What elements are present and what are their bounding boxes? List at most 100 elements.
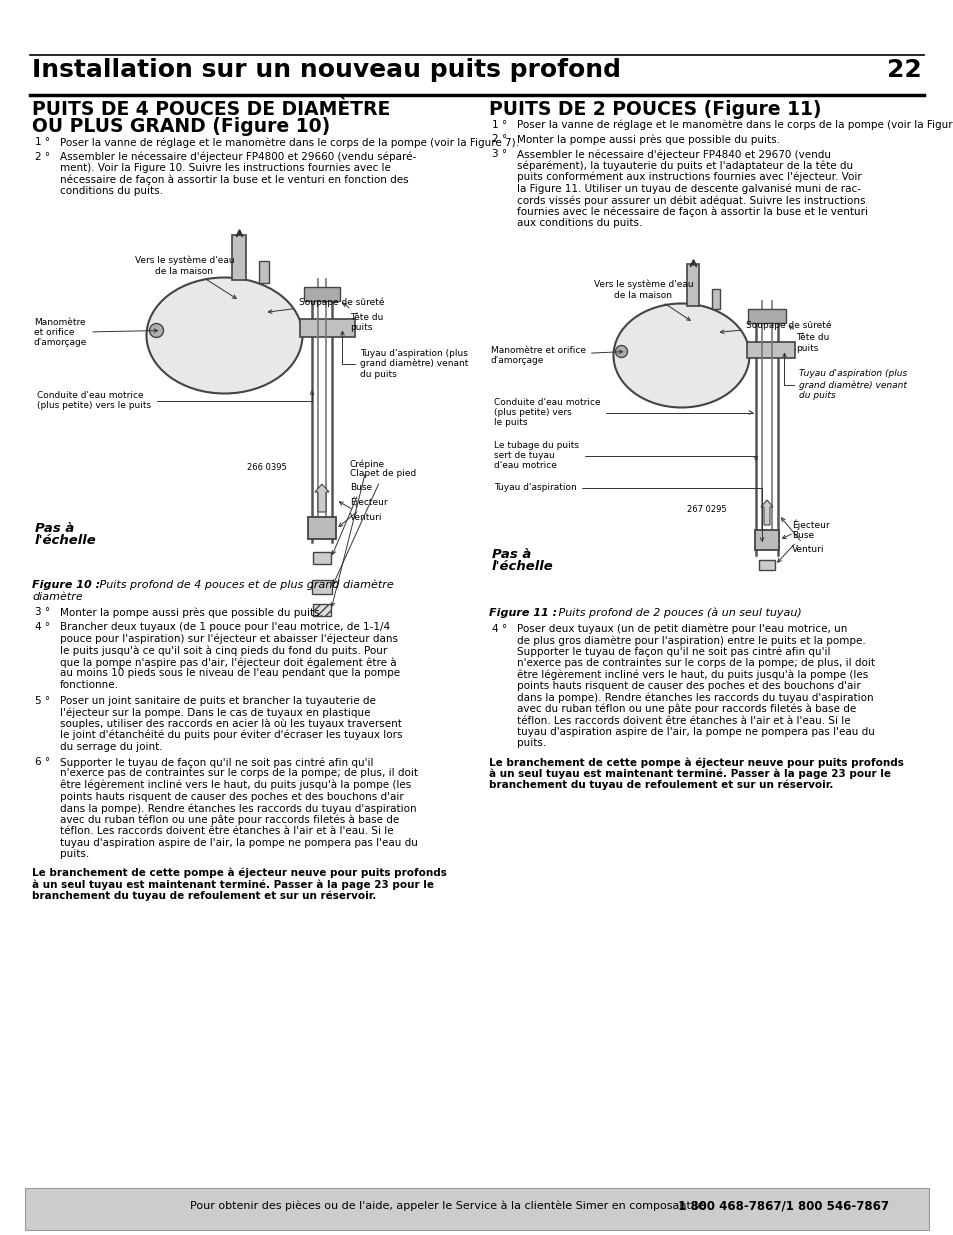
Text: Pas à: Pas à — [35, 522, 74, 535]
Text: Manomètre et orifice
d'amorçage: Manomètre et orifice d'amorçage — [491, 346, 622, 366]
Text: tuyau d'aspiration aspire de l'air, la pompe ne pompera pas l'eau du: tuyau d'aspiration aspire de l'air, la p… — [60, 837, 417, 847]
Text: Vers le système d'eau
de la maison: Vers le système d'eau de la maison — [593, 279, 693, 320]
Bar — [259, 261, 269, 283]
Text: puits.: puits. — [517, 739, 546, 748]
Text: Venturi: Venturi — [339, 501, 382, 521]
Text: Tuyau d'aspiration: Tuyau d'aspiration — [494, 483, 763, 541]
Text: 1 °: 1 ° — [35, 137, 51, 147]
Text: puits conformément aux instructions fournies avec l'éjecteur. Voir: puits conformément aux instructions four… — [517, 172, 861, 183]
Text: Poser la vanne de réglage et le manomètre dans le corps de la pompe (voir la Fig: Poser la vanne de réglage et le manomètr… — [60, 137, 518, 147]
Text: l'éjecteur sur la pompe. Dans le cas de tuyaux en plastique: l'éjecteur sur la pompe. Dans le cas de … — [60, 706, 370, 718]
Text: Conduite d'eau motrice
(plus petite) vers le puits: Conduite d'eau motrice (plus petite) ver… — [37, 390, 314, 410]
Text: 266 0395: 266 0395 — [247, 462, 287, 472]
Text: cords vissés pour assurer un débit adéquat. Suivre les instructions: cords vissés pour assurer un débit adéqu… — [517, 195, 864, 205]
FancyArrow shape — [314, 484, 329, 513]
Text: 267 0295: 267 0295 — [686, 505, 726, 515]
Bar — [312, 580, 332, 594]
Text: avec du ruban téflon ou une pâte pour raccords filetés à base de: avec du ruban téflon ou une pâte pour ra… — [517, 704, 856, 715]
Text: Manomètre
et orifice
d'amorçage: Manomètre et orifice d'amorçage — [34, 317, 157, 347]
Ellipse shape — [613, 304, 749, 408]
Text: Conduite d'eau motrice
(plus petite) vers
le puits: Conduite d'eau motrice (plus petite) ver… — [494, 398, 752, 427]
Text: Assembler le nécessaire d'éjecteur FP4840 et 29670 (vendu: Assembler le nécessaire d'éjecteur FP484… — [517, 149, 830, 159]
Text: dans la pompe). Rendre étanches les raccords du tuyau d'aspiration: dans la pompe). Rendre étanches les racc… — [60, 803, 416, 814]
Text: Tuyau d'aspiration (plus
grand diamètre) venant
du puits: Tuyau d'aspiration (plus grand diamètre)… — [340, 331, 468, 379]
Text: être légèrement incliné vers le haut, du puits jusqu'à la pompe (les: être légèrement incliné vers le haut, du… — [60, 781, 411, 790]
Text: Supporter le tuyau de façon qu'il ne soit pas cintré afin qu'il: Supporter le tuyau de façon qu'il ne soi… — [60, 757, 374, 767]
Text: 1 °: 1 ° — [492, 120, 507, 130]
Bar — [304, 287, 339, 300]
Text: 3 °: 3 ° — [35, 606, 51, 618]
Bar — [233, 235, 246, 279]
Text: Tuyau d'aspiration (plus
grand diamètre) venant
du puits: Tuyau d'aspiration (plus grand diamètre)… — [781, 353, 907, 400]
Text: Buse: Buse — [332, 483, 372, 555]
Text: n'exerce pas de contraintes sur le corps de la pompe; de plus, il doit: n'exerce pas de contraintes sur le corps… — [517, 658, 874, 668]
Bar — [712, 289, 720, 309]
Text: diamètre: diamètre — [32, 592, 83, 601]
Text: au moins 10 pieds sous le niveau de l'eau pendant que la pompe: au moins 10 pieds sous le niveau de l'ea… — [60, 668, 399, 678]
Text: Tête du
puits: Tête du puits — [788, 326, 828, 353]
Text: téflon. Les raccords doivent être étanches à l'air et à l'eau. Si le: téflon. Les raccords doivent être étanch… — [60, 826, 394, 836]
Text: Soupape de sûreté: Soupape de sûreté — [720, 321, 831, 333]
Text: Le tubage du puits
sert de tuyau
d'eau motrice: Le tubage du puits sert de tuyau d'eau m… — [494, 441, 757, 471]
Text: pouce pour l'aspiration) sur l'éjecteur et abaisser l'éjecteur dans: pouce pour l'aspiration) sur l'éjecteur … — [60, 634, 397, 645]
Text: l'échelle: l'échelle — [492, 559, 553, 573]
Ellipse shape — [147, 278, 302, 394]
Bar — [754, 530, 779, 550]
Bar — [300, 319, 355, 336]
Text: 4 °: 4 ° — [492, 624, 507, 634]
Text: souples, utiliser des raccords en acier là où les tuyaux traversent: souples, utiliser des raccords en acier … — [60, 719, 401, 729]
Text: Poser deux tuyaux (un de petit diamètre pour l'eau motrice, un: Poser deux tuyaux (un de petit diamètre … — [517, 624, 846, 634]
Text: 4 °: 4 ° — [35, 622, 51, 632]
Text: Éjecteur: Éjecteur — [338, 496, 387, 526]
Text: Venturi: Venturi — [781, 517, 823, 555]
Text: Poser un joint sanitaire de puits et brancher la tuyauterie de: Poser un joint sanitaire de puits et bra… — [60, 695, 375, 705]
Text: que la pompe n'aspire pas d'air, l'éjecteur doit également être à: que la pompe n'aspire pas d'air, l'éject… — [60, 657, 396, 667]
Text: le puits jusqu'à ce qu'il soit à cinq pieds du fond du puits. Pour: le puits jusqu'à ce qu'il soit à cinq pi… — [60, 646, 387, 656]
Text: Le branchement de cette pompe à éjecteur neuve pour puits profonds: Le branchement de cette pompe à éjecteur… — [489, 757, 902, 767]
Text: 6 °: 6 ° — [35, 757, 51, 767]
Text: la Figure 11. Utiliser un tuyau de descente galvanisé muni de rac-: la Figure 11. Utiliser un tuyau de desce… — [517, 184, 861, 194]
Text: Monter la pompe aussi près que possible du puits.: Monter la pompe aussi près que possible … — [60, 606, 323, 618]
Text: de plus gros diamètre pour l'aspiration) entre le puits et la pompe.: de plus gros diamètre pour l'aspiration)… — [517, 635, 864, 646]
Text: puits.: puits. — [60, 848, 90, 860]
Text: Puits profond de 2 pouces (à un seul tuyau): Puits profond de 2 pouces (à un seul tuy… — [555, 608, 801, 619]
Text: Pas à: Pas à — [492, 548, 531, 561]
Text: séparément), la tuyauterie du puits et l'adaptateur de la tête du: séparément), la tuyauterie du puits et l… — [517, 161, 852, 170]
Text: Clapet de pied: Clapet de pied — [334, 469, 416, 583]
Text: Assembler le nécessaire d'éjecteur FP4800 et 29660 (vendu séparé-: Assembler le nécessaire d'éjecteur FP480… — [60, 152, 416, 162]
Text: nécessaire de façon à assortir la buse et le venturi en fonction des: nécessaire de façon à assortir la buse e… — [60, 174, 408, 185]
Text: à un seul tuyau est maintenant terminé. Passer à la page 23 pour le: à un seul tuyau est maintenant terminé. … — [489, 768, 890, 779]
Bar — [759, 559, 774, 571]
Text: branchement du tuyau de refoulement et sur un réservoir.: branchement du tuyau de refoulement et s… — [32, 890, 376, 902]
Text: 2 °: 2 ° — [35, 152, 51, 162]
Text: à un seul tuyau est maintenant terminé. Passer à la page 23 pour le: à un seul tuyau est maintenant terminé. … — [32, 879, 434, 889]
Text: n'exerce pas de contraintes sur le corps de la pompe; de plus, il doit: n'exerce pas de contraintes sur le corps… — [60, 768, 417, 778]
Circle shape — [150, 324, 163, 337]
Text: 2 °: 2 ° — [492, 135, 507, 144]
Circle shape — [615, 346, 627, 357]
Text: points hauts risquent de causer des poches et des bouchons d'air: points hauts risquent de causer des poch… — [517, 680, 860, 692]
Text: du serrage du joint.: du serrage du joint. — [60, 741, 162, 752]
FancyArrow shape — [760, 500, 772, 525]
Text: l'échelle: l'échelle — [35, 534, 96, 547]
Text: Éjecteur: Éjecteur — [781, 520, 829, 538]
Text: fonctionne.: fonctionne. — [60, 680, 119, 690]
Text: branchement du tuyau de refoulement et sur un réservoir.: branchement du tuyau de refoulement et s… — [489, 781, 833, 790]
Bar — [313, 604, 331, 616]
Text: Puits profond de 4 pouces et de plus grand diamètre: Puits profond de 4 pouces et de plus gra… — [96, 580, 394, 590]
Text: Buse: Buse — [777, 531, 813, 562]
Text: fournies avec le nécessaire de façon à assortir la buse et le venturi: fournies avec le nécessaire de façon à a… — [517, 206, 867, 217]
Text: Figure 10 :: Figure 10 : — [32, 580, 100, 590]
Text: téflon. Les raccords doivent être étanches à l'air et à l'eau. Si le: téflon. Les raccords doivent être étanch… — [517, 715, 850, 725]
Text: Tête du
puits: Tête du puits — [343, 303, 383, 332]
Text: 5 °: 5 ° — [35, 695, 51, 705]
Text: être légèrement incliné vers le haut, du puits jusqu'à la pompe (les: être légèrement incliné vers le haut, du… — [517, 669, 867, 680]
Text: PUITS DE 2 POUCES (Figure 11): PUITS DE 2 POUCES (Figure 11) — [489, 100, 821, 119]
Text: aux conditions du puits.: aux conditions du puits. — [517, 219, 641, 228]
Text: 1 800 468-7867/1 800 546-7867: 1 800 468-7867/1 800 546-7867 — [670, 1199, 888, 1213]
Text: le joint d'étanchéité du puits pour éviter d'écraser les tuyaux lors: le joint d'étanchéité du puits pour évit… — [60, 730, 402, 741]
Bar — [747, 342, 795, 357]
Text: Pour obtenir des pièces ou de l'aide, appeler le Service à la clientèle Simer en: Pour obtenir des pièces ou de l'aide, ap… — [190, 1200, 703, 1212]
Text: avec du ruban téflon ou une pâte pour raccords filetés à base de: avec du ruban téflon ou une pâte pour ra… — [60, 815, 399, 825]
Text: Vers le système d'eau
de la maison: Vers le système d'eau de la maison — [134, 256, 236, 299]
